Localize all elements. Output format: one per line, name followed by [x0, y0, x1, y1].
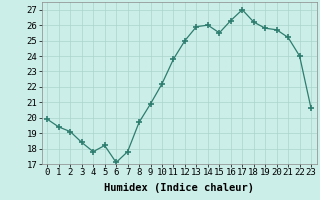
- X-axis label: Humidex (Indice chaleur): Humidex (Indice chaleur): [104, 183, 254, 193]
